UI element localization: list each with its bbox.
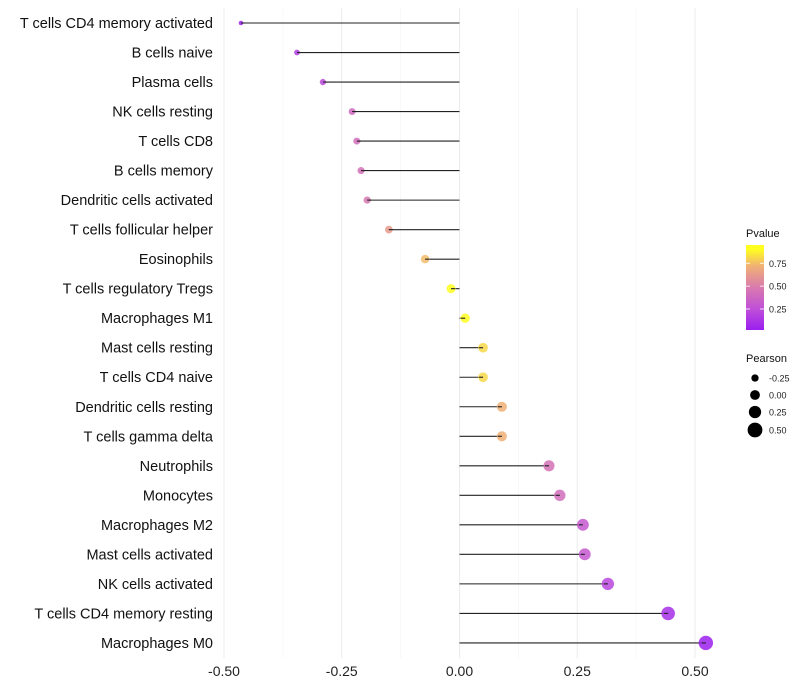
y-tick-label: NK cells resting (112, 105, 213, 121)
y-tick-label: Eosinophils (139, 252, 213, 268)
y-tick-label: T cells CD4 naive (100, 370, 213, 386)
y-tick-label: Macrophages M1 (101, 311, 213, 327)
size-legend-label: 0.25 (769, 408, 787, 418)
lollipop-point (446, 284, 456, 294)
y-tick-label: T cells CD8 (138, 134, 213, 150)
size-legend-dot (748, 405, 762, 419)
y-tick-label: Neutrophils (140, 459, 213, 475)
size-legend-label: -0.25 (769, 374, 790, 384)
lollipop-point (353, 137, 361, 145)
y-tick-label: Macrophages M2 (101, 518, 213, 534)
y-tick-label: B cells memory (114, 164, 214, 180)
colorbar-label: 0.75 (769, 259, 787, 269)
colorbar-label: 0.25 (769, 304, 787, 314)
y-tick-label: Monocytes (143, 488, 213, 504)
y-tick-label: B cells naive (132, 46, 213, 62)
x-tick-label: -0.50 (208, 663, 240, 679)
colorbar-label: 0.50 (769, 282, 787, 292)
y-tick-label: T cells follicular helper (70, 223, 213, 239)
size-legend-dot (747, 422, 763, 438)
x-tick-label: 0.25 (564, 663, 591, 679)
x-tick-label: 0.00 (446, 663, 473, 679)
y-tick-label: Macrophages M0 (101, 636, 213, 652)
pvalue-colorbar (746, 245, 764, 330)
y-tick-label: Mast cells activated (86, 547, 213, 563)
y-tick-label: T cells regulatory Tregs (63, 282, 213, 298)
y-tick-label: Mast cells resting (101, 341, 213, 357)
size-legend-dot (750, 390, 760, 400)
y-tick-label: T cells gamma delta (84, 429, 214, 445)
size-legend-dot (751, 374, 759, 382)
y-tick-label: T cells CD4 memory activated (20, 16, 213, 32)
x-tick-label: -0.25 (326, 663, 358, 679)
x-tick-label: 0.50 (681, 663, 708, 679)
size-legend-label: 0.50 (769, 426, 787, 436)
y-tick-label: NK cells activated (98, 577, 213, 593)
y-tick-label: Dendritic cells activated (61, 193, 213, 209)
y-tick-label: Plasma cells (132, 75, 213, 91)
y-tick-label: T cells CD4 memory resting (34, 606, 213, 622)
legend-title-pearson: Pearson (746, 353, 787, 365)
y-tick-label: Dendritic cells resting (75, 400, 213, 416)
size-legend-label: 0.00 (769, 391, 787, 401)
legend-title-pvalue: Pvalue (746, 228, 780, 240)
